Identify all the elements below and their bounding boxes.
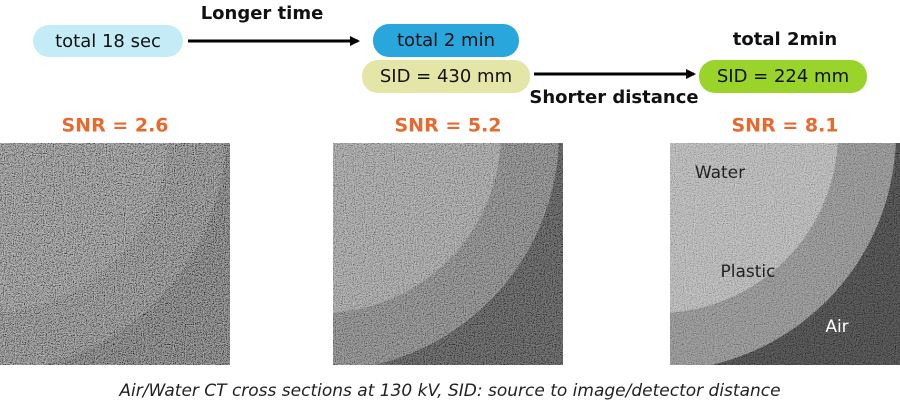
snr: SNR = 8.1 [731, 115, 838, 137]
right-time: total 2min [733, 29, 837, 50]
start-time: total 18 sec [55, 31, 161, 52]
middle-sid: SID = 430 mm [380, 66, 512, 87]
region-label: Water [695, 163, 745, 183]
caption: Air/Water CT cross sections at 130 kV, S… [118, 381, 780, 401]
right-sid: SID = 224 mm [717, 66, 849, 87]
region-label: Plastic [721, 262, 776, 282]
snr: SNR = 2.6 [61, 115, 168, 137]
arrow-label: Shorter distance [529, 87, 698, 108]
arrow-label: Longer time [201, 3, 324, 24]
pill [33, 25, 183, 57]
pill [373, 24, 519, 57]
middle-time: total 2 min [397, 30, 495, 51]
ct-image [0, 143, 230, 365]
snr: SNR = 5.2 [394, 115, 501, 137]
region-label: Air [825, 317, 848, 337]
pill [699, 60, 867, 93]
ct-image [333, 143, 563, 365]
ct-image [670, 143, 900, 365]
pill [362, 60, 530, 93]
